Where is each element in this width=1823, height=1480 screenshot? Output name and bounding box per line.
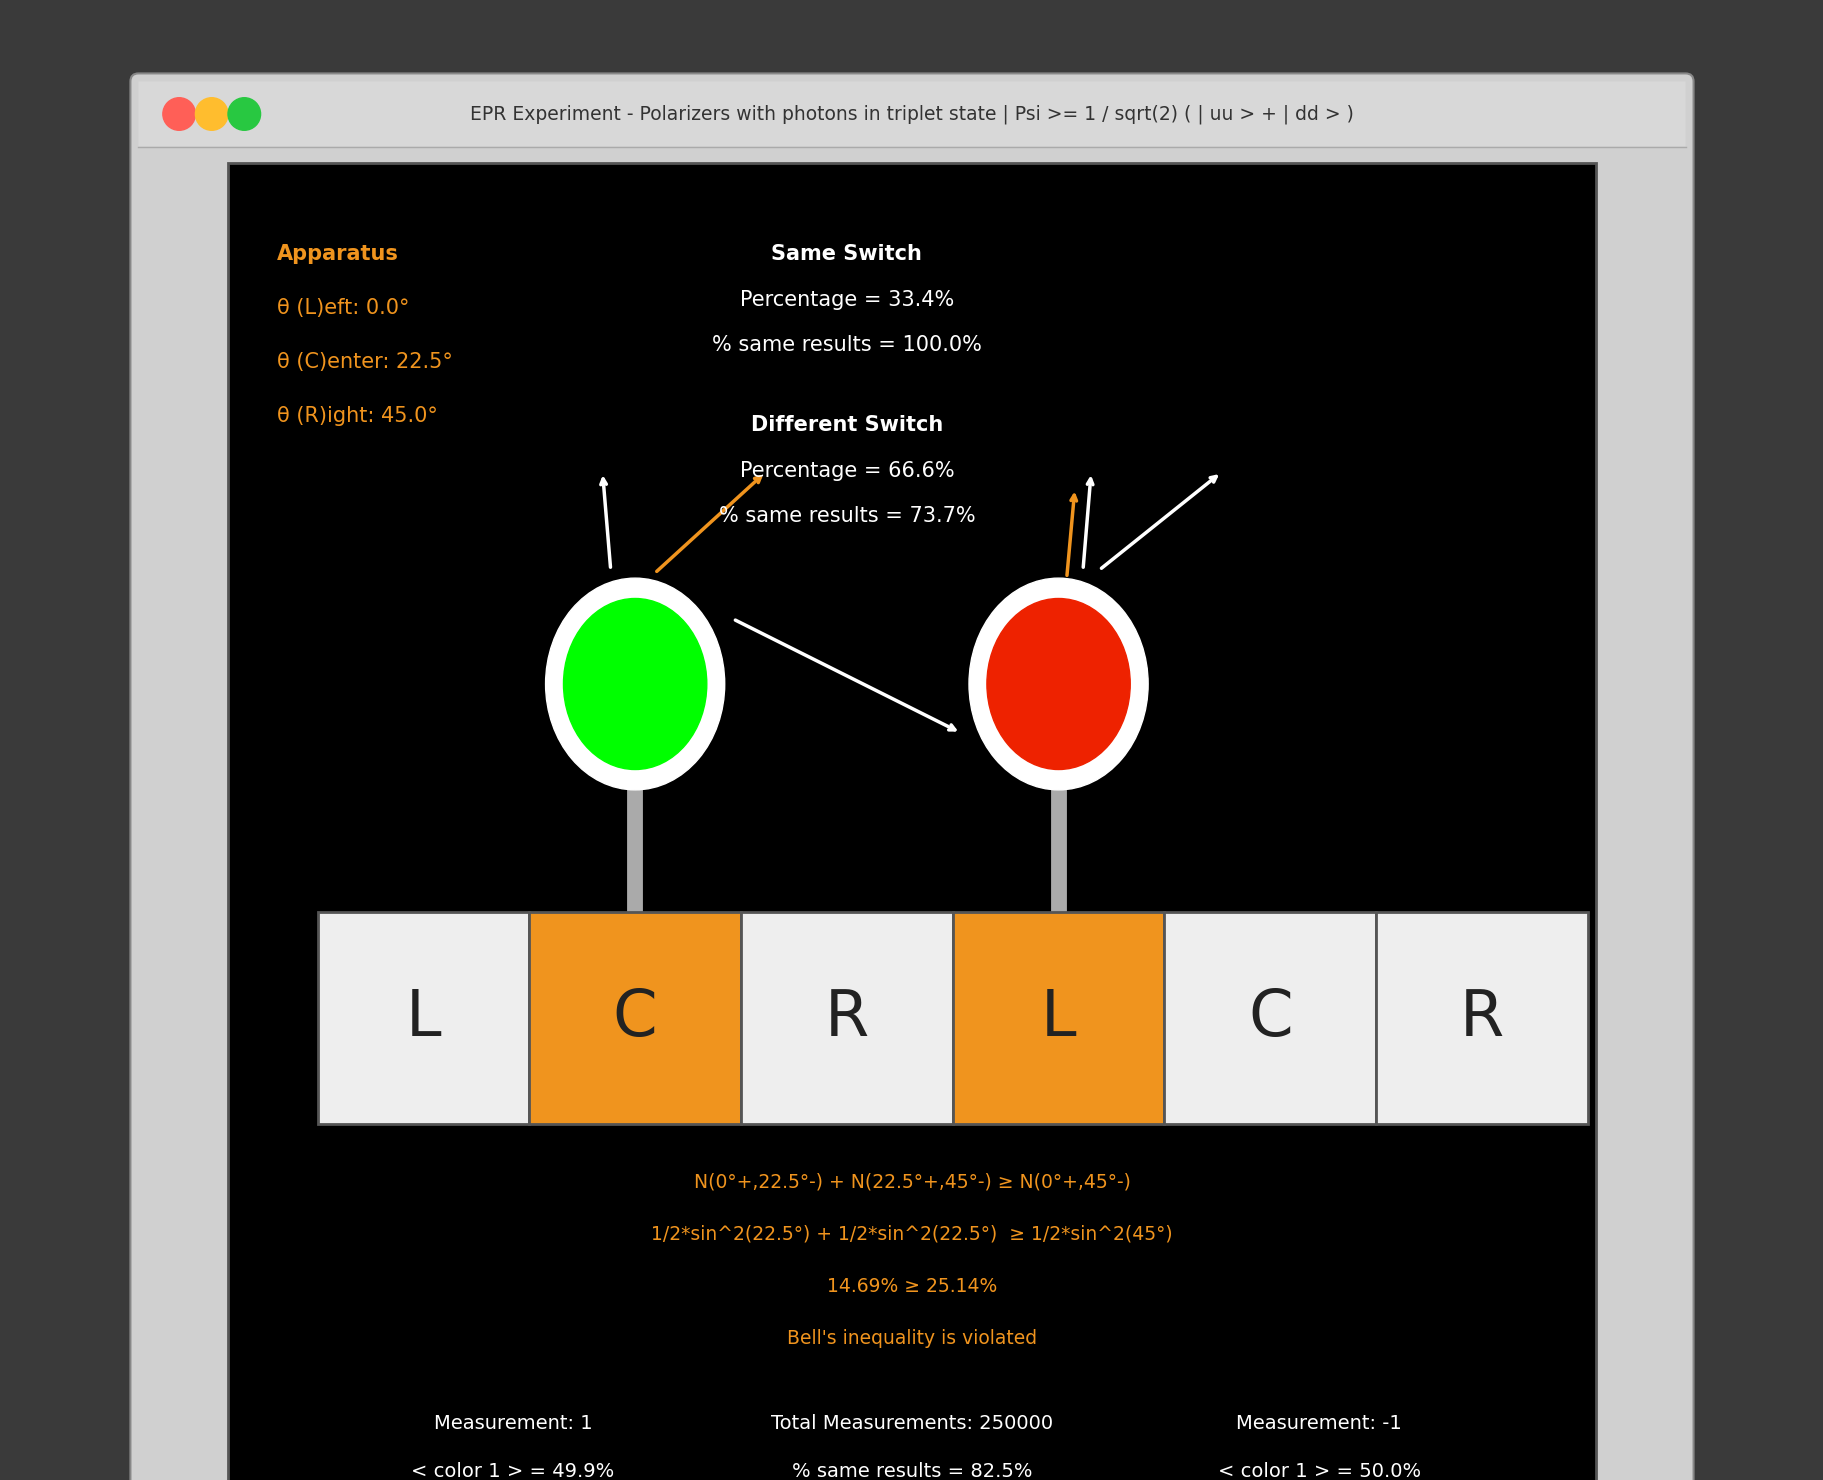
Text: L: L [1041, 987, 1076, 1049]
Text: R: R [824, 987, 868, 1049]
Bar [317, 912, 529, 1123]
Text: L: L [405, 987, 441, 1049]
Circle shape [228, 98, 261, 130]
Text: Percentage = 33.4%: Percentage = 33.4% [740, 290, 953, 309]
Ellipse shape [986, 598, 1130, 770]
Text: % same results = 100.0%: % same results = 100.0% [711, 336, 981, 355]
Text: Same Switch: Same Switch [771, 244, 922, 265]
Circle shape [162, 98, 195, 130]
Text: C: C [1247, 987, 1293, 1049]
Text: 1/2*sin^2(22.5°) + 1/2*sin^2(22.5°)  ≥ 1/2*sin^2(45°): 1/2*sin^2(22.5°) + 1/2*sin^2(22.5°) ≥ 1/… [651, 1224, 1172, 1243]
Circle shape [195, 98, 228, 130]
Text: N(0°+,22.5°-) + N(22.5°+,45°-) ≥ N(0°+,45°-): N(0°+,22.5°-) + N(22.5°+,45°-) ≥ N(0°+,4… [693, 1172, 1130, 1191]
Text: R: R [1458, 987, 1504, 1049]
Text: EPR Experiment - Polarizers with photons in triplet state | Psi >= 1 / sqrt(2) (: EPR Experiment - Polarizers with photons… [470, 104, 1353, 124]
Bar [1375, 912, 1588, 1123]
Text: θ (L)eft: 0.0°: θ (L)eft: 0.0° [277, 297, 408, 318]
Text: θ (R)ight: 45.0°: θ (R)ight: 45.0° [277, 406, 438, 426]
Text: < color 1 > = 49.9%: < color 1 > = 49.9% [412, 1462, 614, 1480]
Ellipse shape [968, 579, 1147, 790]
Text: % same results = 73.7%: % same results = 73.7% [718, 506, 975, 527]
Bar [952, 912, 1163, 1123]
FancyBboxPatch shape [139, 81, 1684, 147]
Text: C: C [613, 987, 656, 1049]
Text: Measurement: 1: Measurement: 1 [434, 1413, 592, 1433]
Text: 14.69% ≥ 25.14%: 14.69% ≥ 25.14% [826, 1277, 997, 1296]
Text: Measurement: -1: Measurement: -1 [1236, 1413, 1402, 1433]
Text: Different Switch: Different Switch [751, 416, 942, 435]
FancyBboxPatch shape [131, 74, 1692, 1480]
Bar [529, 912, 740, 1123]
Text: Percentage = 66.6%: Percentage = 66.6% [738, 460, 953, 481]
Ellipse shape [545, 579, 724, 790]
Text: Apparatus: Apparatus [277, 244, 399, 265]
Text: < color 1 > = 50.0%: < color 1 > = 50.0% [1218, 1462, 1420, 1480]
Bar [1163, 912, 1375, 1123]
Ellipse shape [563, 598, 706, 770]
Text: Total Measurements: 250000: Total Measurements: 250000 [771, 1413, 1052, 1433]
Text: Bell's inequality is violated: Bell's inequality is violated [786, 1329, 1037, 1348]
Text: θ (C)enter: 22.5°: θ (C)enter: 22.5° [277, 352, 452, 371]
Text: % same results = 82.5%: % same results = 82.5% [791, 1462, 1032, 1480]
Bar [740, 912, 952, 1123]
Bar [228, 163, 1595, 1480]
